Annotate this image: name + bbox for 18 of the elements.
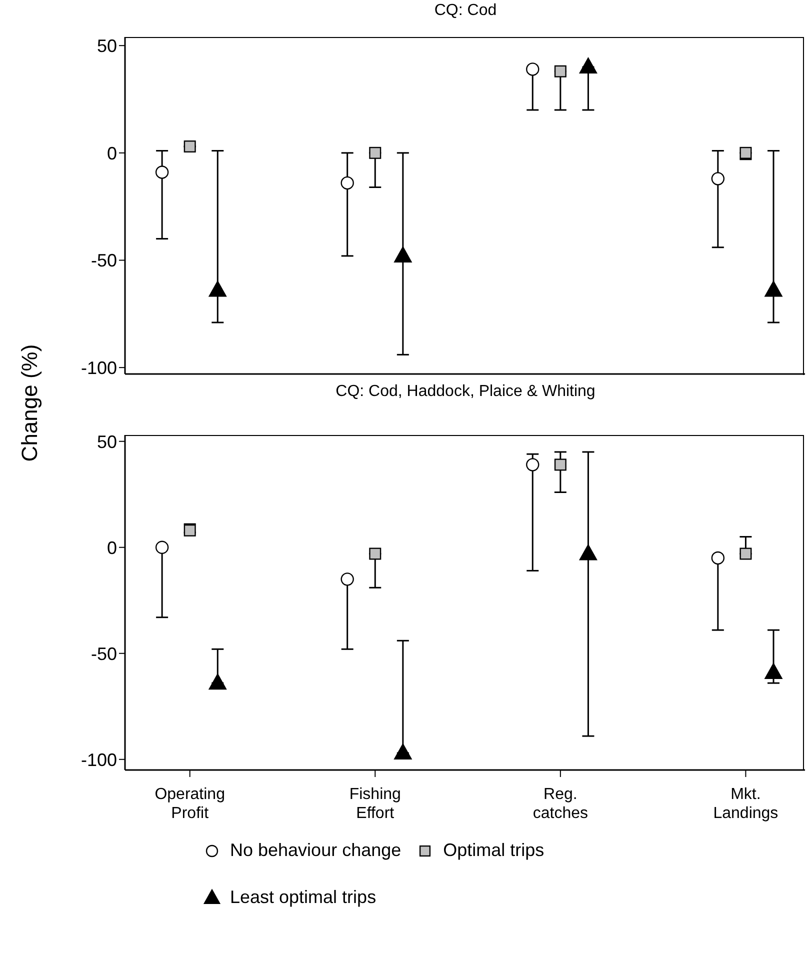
x-tick-label: Mkt. Landings: [713, 786, 778, 822]
chart-title: CQ: Cod: [433, 2, 498, 20]
x-tick-label: Reg. catches: [532, 786, 588, 822]
y-tick-label: 50: [96, 432, 117, 452]
y-tick-label: 0: [106, 538, 117, 558]
legend-label: Least optimal trips: [230, 887, 376, 908]
x-tick-label: Fishing Effort: [349, 786, 401, 822]
x-tick-label: Operating Profit: [154, 786, 225, 822]
chart-title: CQ: Cod, Haddock, Plaice & Whiting: [334, 383, 596, 401]
y-tick-label: -100: [80, 358, 117, 378]
legend-label: No behaviour change: [230, 840, 402, 861]
y-tick-label: 0: [106, 143, 117, 164]
legend-label: Optimal trips: [443, 840, 544, 861]
y-tick-label: 50: [96, 36, 117, 56]
y-tick-label: -50: [90, 250, 117, 271]
y-axis-title: Change (%): [17, 344, 43, 462]
y-tick-label: -50: [90, 644, 117, 664]
y-tick-label: -100: [80, 750, 117, 770]
